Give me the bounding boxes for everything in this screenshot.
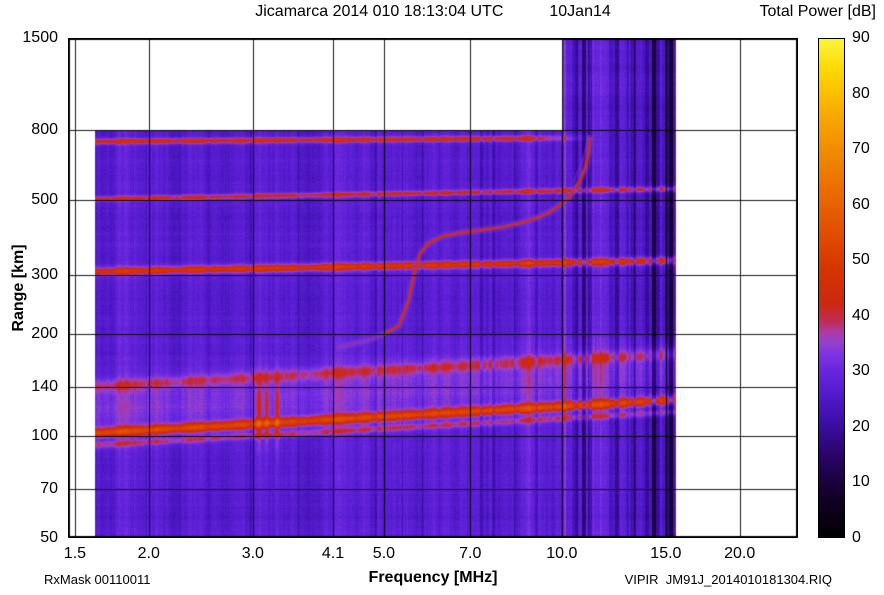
rxmask-label: RxMask 00110011 [44,572,151,587]
plot-date: 10Jan14 [549,3,611,20]
y-tick-label: 100 [31,427,58,445]
x-tick-label: 1.5 [63,545,87,562]
filename-label: VIPIR JM91J_2014010181304.RIQ [624,572,832,587]
y-tick-label: 1500 [22,29,58,46]
colorbar-tick-label: 50 [852,251,870,269]
y-tick-label: 70 [40,479,58,497]
colorbar-tick-label: 60 [852,195,870,213]
plot-title: Jicamarca 2014 010 18:13:04 UTC [255,3,504,20]
y-tick-label: 800 [31,121,58,139]
x-tick-label: 2.0 [137,545,160,562]
y-tick-label: 200 [31,325,58,343]
colorbar-tick-label: 0 [852,529,861,546]
colorbar-tick-label: 40 [852,306,870,324]
ionogram-canvas [68,38,798,538]
colorbar-tick-label: 30 [852,362,870,380]
x-tick-label: 7.0 [459,545,482,562]
colorbar-tick-label: 70 [852,140,870,158]
colorbar-tick-label: 90 [852,29,870,46]
x-tick-label: 5.0 [372,545,396,562]
x-axis-label: Frequency [MHz] [368,569,498,586]
plot-area [68,38,798,538]
x-tick-label: 20.0 [724,545,756,562]
y-tick-label: 50 [40,529,58,546]
colorbar-tick-label: 80 [852,84,870,102]
x-tick-label: 4.1 [321,545,345,562]
x-tick-label: 15.0 [650,545,682,562]
colorbar-title: Total Power [dB] [759,3,877,20]
y-tick-label: 300 [31,265,58,283]
colorbar [818,38,845,538]
x-tick-label: 3.0 [241,545,264,562]
colorbar-tick-label: 20 [852,417,870,435]
title-row: Jicamarca 2014 010 18:13:04 UTC 10Jan14 [68,3,798,21]
y-tick-label: 500 [31,190,58,208]
x-tick-label: 10.0 [546,545,578,562]
colorbar-tick-label: 10 [852,473,870,491]
y-tick-label: 140 [31,377,58,395]
